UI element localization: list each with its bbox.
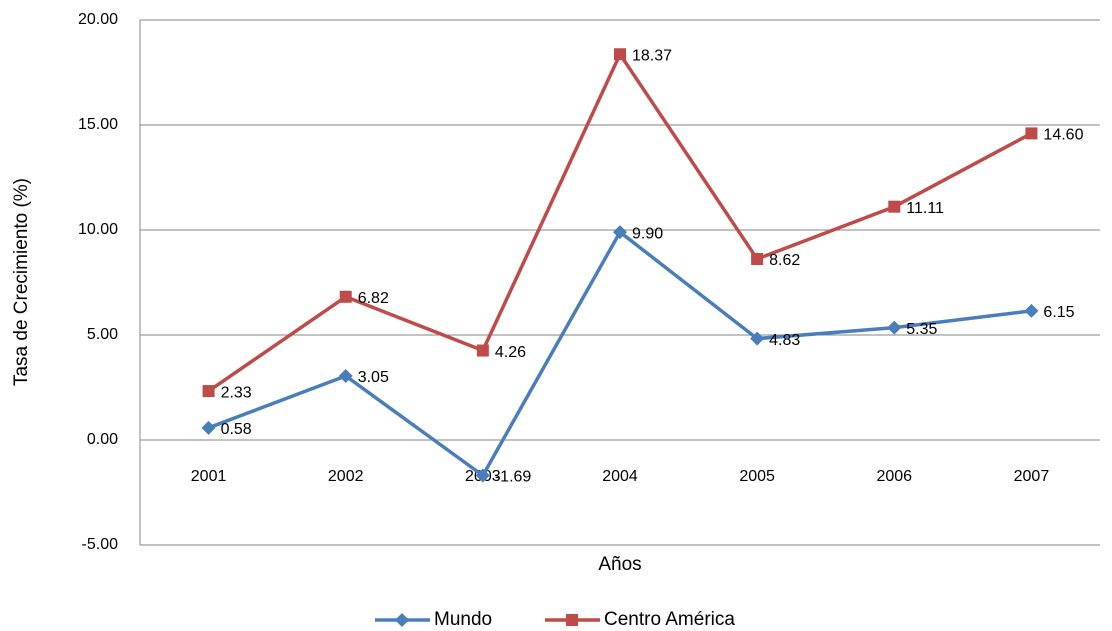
legend-label: Mundo bbox=[434, 609, 492, 630]
data-label: 2.33 bbox=[221, 384, 252, 401]
marker bbox=[1024, 303, 1039, 318]
data-label: 6.15 bbox=[1043, 304, 1074, 321]
marker bbox=[338, 368, 353, 383]
y-tick-label: -5.00 bbox=[82, 536, 119, 553]
x-tick-label: 2006 bbox=[876, 468, 912, 485]
marker bbox=[475, 468, 490, 483]
data-label: 8.62 bbox=[769, 252, 800, 269]
x-tick-label: 2004 bbox=[602, 468, 638, 485]
marker bbox=[566, 614, 578, 626]
x-tick-label: 2005 bbox=[739, 468, 775, 485]
marker bbox=[339, 290, 352, 303]
data-label: 6.82 bbox=[358, 290, 389, 307]
y-tick-label: 0.00 bbox=[87, 431, 118, 448]
data-label: 5.35 bbox=[906, 321, 937, 338]
x-axis-title: Años bbox=[598, 554, 641, 575]
data-label: 0.58 bbox=[221, 421, 252, 438]
y-axis-title: Tasa de Crecimiento (%) bbox=[11, 178, 32, 386]
x-tick-label: 2001 bbox=[191, 468, 227, 485]
marker bbox=[476, 344, 489, 357]
data-label: 11.11 bbox=[906, 200, 944, 217]
series-line bbox=[207, 230, 1032, 478]
marker bbox=[888, 200, 901, 213]
y-tick-label: 15.00 bbox=[78, 116, 118, 133]
data-label: 18.37 bbox=[632, 47, 672, 64]
marker bbox=[613, 225, 627, 240]
data-label: 14.60 bbox=[1043, 127, 1083, 144]
marker bbox=[202, 385, 215, 398]
marker bbox=[1025, 127, 1038, 140]
data-label: 9.90 bbox=[632, 225, 663, 242]
data-label: 4.83 bbox=[769, 332, 800, 349]
x-tick-label: 2007 bbox=[1014, 468, 1050, 485]
marker bbox=[395, 613, 409, 627]
legend-label: Centro América bbox=[604, 609, 735, 630]
y-tick-label: 5.00 bbox=[87, 326, 118, 343]
marker bbox=[201, 420, 216, 435]
marker bbox=[751, 252, 764, 265]
marker bbox=[614, 48, 626, 61]
marker bbox=[887, 320, 902, 335]
x-tick-label: 2002 bbox=[328, 468, 364, 485]
data-label: -1.69 bbox=[495, 469, 532, 486]
series-line bbox=[207, 52, 1033, 393]
data-label: 4.26 bbox=[495, 344, 526, 361]
marker bbox=[750, 331, 765, 346]
y-tick-label: 20.00 bbox=[78, 11, 118, 28]
y-tick-label: 10.00 bbox=[78, 221, 118, 238]
data-label: 3.05 bbox=[358, 369, 389, 386]
